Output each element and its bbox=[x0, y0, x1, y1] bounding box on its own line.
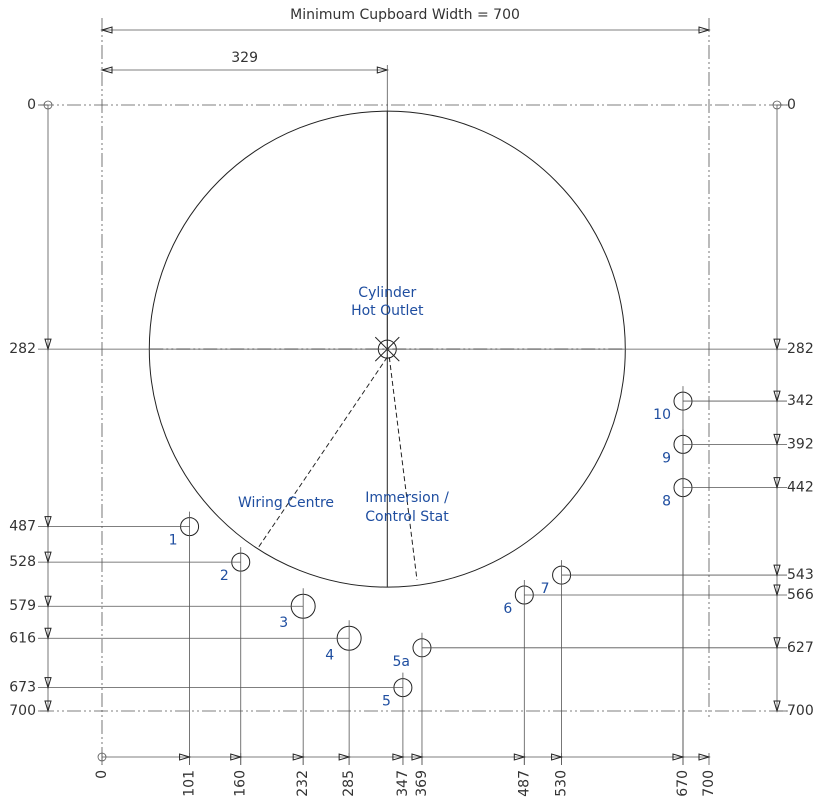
arrow bbox=[698, 26, 711, 34]
dimension-label: 282 bbox=[787, 341, 814, 357]
hole-label: 3 bbox=[279, 615, 288, 631]
arrow bbox=[773, 390, 781, 403]
arrow bbox=[551, 753, 564, 761]
dimension-label: 616 bbox=[9, 630, 36, 646]
width-title: Minimum Cupboard Width = 700 bbox=[290, 7, 520, 23]
dimension-label: 442 bbox=[787, 480, 814, 496]
immersion-label: Control Stat bbox=[365, 509, 449, 525]
dimension-label: 700 bbox=[9, 703, 36, 719]
wiring-line bbox=[257, 356, 388, 549]
dimension-label: 487 bbox=[516, 770, 532, 797]
dimension-label: 0 bbox=[787, 97, 796, 113]
dimension-label: 392 bbox=[787, 436, 814, 452]
arrow bbox=[44, 700, 52, 713]
dimension-label: 101 bbox=[182, 770, 198, 797]
dimension-label: 232 bbox=[295, 770, 311, 797]
immersion-line bbox=[388, 357, 418, 581]
arrow bbox=[44, 595, 52, 608]
dimension-label: 487 bbox=[9, 519, 36, 535]
hole-label: 5a bbox=[392, 654, 410, 670]
outlet-label: Cylinder bbox=[358, 285, 416, 301]
dimension-label: 0 bbox=[27, 97, 36, 113]
arrow bbox=[773, 338, 781, 351]
outlet-label: Hot Outlet bbox=[351, 303, 424, 319]
arrow bbox=[44, 677, 52, 690]
dimension-label: 0 bbox=[94, 770, 110, 779]
arrow bbox=[773, 700, 781, 713]
dimension-label: 342 bbox=[787, 393, 814, 409]
arrow bbox=[292, 753, 305, 761]
dimension-label: 285 bbox=[341, 770, 357, 797]
hole-label: 5 bbox=[382, 694, 391, 710]
dimension-label: 528 bbox=[9, 554, 36, 570]
arrow bbox=[100, 26, 113, 34]
arrow bbox=[179, 753, 192, 761]
dimension-label: 579 bbox=[9, 598, 36, 614]
hole-label: 9 bbox=[662, 450, 671, 466]
arrow bbox=[698, 753, 711, 761]
arrow bbox=[44, 516, 52, 529]
immersion-label: Immersion / bbox=[365, 490, 449, 506]
arrow bbox=[513, 753, 527, 761]
arrow bbox=[338, 753, 351, 761]
arrow bbox=[44, 627, 52, 641]
outlet-x-dimension: 329 bbox=[231, 50, 258, 66]
dimension-label: 369 bbox=[414, 770, 430, 797]
arrow bbox=[411, 753, 424, 761]
arrow bbox=[773, 564, 781, 577]
dimension-label: 566 bbox=[787, 587, 814, 603]
dimension-label: 160 bbox=[233, 770, 249, 797]
dimension-label: 347 bbox=[395, 770, 411, 797]
arrow bbox=[44, 338, 52, 351]
arrow bbox=[376, 66, 390, 74]
hole-label: 6 bbox=[503, 601, 512, 617]
dimension-label: 670 bbox=[675, 770, 691, 797]
arrow bbox=[773, 584, 781, 597]
hole-label: 4 bbox=[325, 647, 334, 663]
arrow bbox=[773, 637, 781, 650]
arrow bbox=[230, 753, 243, 761]
dimension-label: 627 bbox=[787, 640, 814, 656]
dimension-label: 543 bbox=[787, 567, 814, 583]
dimension-label: 700 bbox=[787, 703, 814, 719]
hole-label: 10 bbox=[653, 407, 671, 423]
hole-label: 2 bbox=[220, 568, 229, 584]
arrow bbox=[100, 66, 113, 74]
hole-label: 7 bbox=[541, 581, 550, 597]
arrow bbox=[392, 753, 405, 761]
dimension-label: 700 bbox=[701, 770, 717, 797]
dimension-label: 673 bbox=[9, 680, 36, 696]
hole-label: 1 bbox=[169, 533, 178, 549]
hole-label: 8 bbox=[662, 494, 671, 510]
arrow bbox=[44, 551, 52, 564]
dimension-label: 282 bbox=[9, 341, 36, 357]
arrow bbox=[773, 477, 781, 490]
dimension-label: 530 bbox=[554, 770, 570, 797]
arrow bbox=[672, 753, 685, 761]
arrow bbox=[773, 433, 781, 447]
wiring-label: Wiring Centre bbox=[238, 495, 334, 511]
